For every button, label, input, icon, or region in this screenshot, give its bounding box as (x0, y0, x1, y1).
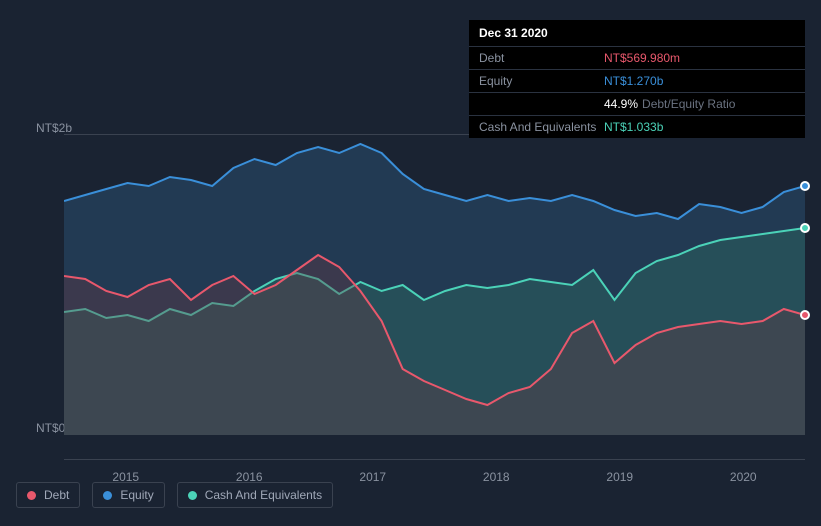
x-axis-tick: 2019 (558, 470, 682, 484)
legend-dot-icon (188, 491, 197, 500)
tooltip-row: Cash And EquivalentsNT$1.033b (469, 116, 805, 138)
legend-dot-icon (103, 491, 112, 500)
tooltip-row-label (479, 97, 604, 111)
tooltip-row: 44.9% Debt/Equity Ratio (469, 93, 805, 116)
data-tooltip: Dec 31 2020 DebtNT$569.980mEquityNT$1.27… (469, 20, 805, 138)
y-axis-label-top: NT$2b (36, 121, 72, 135)
plot-region[interactable] (64, 134, 805, 460)
tooltip-row: EquityNT$1.270b (469, 70, 805, 93)
y-axis-label-bottom: NT$0 (36, 421, 65, 435)
series-end-dot (800, 223, 810, 233)
x-axis-tick: 2020 (682, 470, 806, 484)
tooltip-row-value: NT$1.033b (604, 120, 663, 134)
legend-dot-icon (27, 491, 36, 500)
tooltip-row-label: Cash And Equivalents (479, 120, 604, 134)
legend-item-label: Debt (44, 488, 69, 502)
series-end-dot (800, 310, 810, 320)
tooltip-date: Dec 31 2020 (469, 20, 805, 47)
tooltip-row: DebtNT$569.980m (469, 47, 805, 70)
tooltip-row-value: NT$1.270b (604, 74, 663, 88)
tooltip-row-value: NT$569.980m (604, 51, 680, 65)
tooltip-row-sub: Debt/Equity Ratio (642, 97, 735, 111)
x-axis-tick: 2018 (435, 470, 559, 484)
tooltip-row-label: Debt (479, 51, 604, 65)
tooltip-row-label: Equity (479, 74, 604, 88)
legend-item-cash-and-equivalents[interactable]: Cash And Equivalents (177, 482, 333, 508)
legend-item-label: Equity (120, 488, 153, 502)
legend: Debt Equity Cash And Equivalents (16, 482, 333, 508)
legend-item-label: Cash And Equivalents (205, 488, 322, 502)
legend-item-debt[interactable]: Debt (16, 482, 80, 508)
legend-item-equity[interactable]: Equity (92, 482, 164, 508)
chart-area: NT$2b NT$0 201520162017201820192020 (16, 120, 805, 460)
series-end-dot (800, 181, 810, 191)
tooltip-row-value: 44.9% (604, 97, 638, 111)
